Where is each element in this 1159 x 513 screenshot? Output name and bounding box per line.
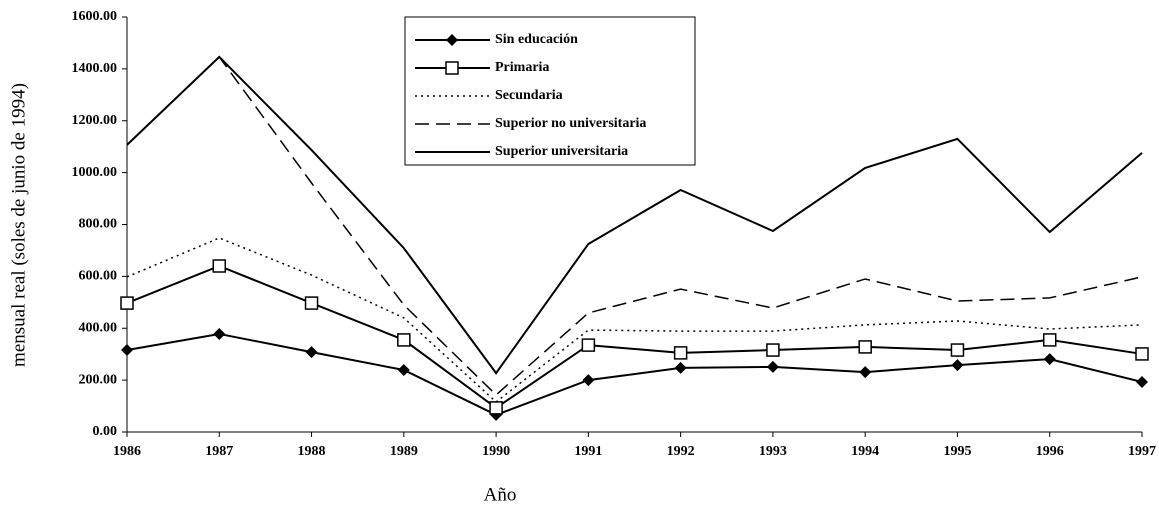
y-tick-label: 1600.00 (72, 9, 118, 24)
legend-marker (446, 34, 458, 46)
series-line (126, 264, 1143, 410)
y-tick-label: 1400.00 (72, 61, 118, 76)
y-tick-label: 600.00 (79, 269, 118, 284)
series-line (126, 55, 1143, 375)
marker (1135, 347, 1149, 361)
series-line (126, 237, 1143, 403)
marker (674, 361, 687, 374)
marker (1043, 353, 1056, 366)
legend-marker (445, 61, 459, 75)
x-tick-label: 1989 (390, 444, 418, 459)
x-tick-label: 1990 (482, 444, 510, 459)
legend-label: Sin educación (495, 32, 578, 47)
x-tick-label: 1996 (1036, 444, 1064, 459)
marker (858, 340, 872, 354)
x-axis-label: Año (484, 484, 517, 505)
marker (581, 338, 596, 352)
x-tick-label: 1992 (667, 444, 695, 459)
legend-label: Superior no universitaria (495, 116, 646, 131)
marker (1042, 333, 1057, 347)
x-tick-label: 1987 (205, 444, 233, 459)
marker (304, 296, 319, 310)
marker (397, 364, 410, 377)
x-tick-label: 1988 (298, 444, 326, 459)
y-tick-label: 400.00 (79, 320, 118, 335)
marker (766, 343, 780, 357)
x-tick-label: 1991 (574, 444, 602, 459)
marker (950, 343, 965, 357)
y-tick-label: 800.00 (79, 217, 118, 232)
y-tick-label: 200.00 (79, 372, 118, 387)
x-tick-label: 1986 (113, 444, 141, 459)
marker (673, 346, 688, 360)
x-tick-label: 1993 (759, 444, 787, 459)
y-tick-label: 0.00 (93, 424, 118, 439)
marker (859, 366, 872, 379)
legend-label: Superior universitaria (495, 144, 628, 159)
y-tick-label: 1200.00 (72, 113, 118, 128)
marker (397, 333, 411, 347)
marker (489, 401, 503, 415)
marker (212, 259, 227, 273)
marker (120, 296, 134, 310)
y-axis-label: mensual real (soles de junio de 1994) (8, 83, 29, 367)
series-line (126, 55, 1143, 396)
marker (1136, 375, 1148, 388)
marker (582, 374, 595, 387)
legend-label: Primaria (495, 60, 549, 75)
marker (305, 346, 318, 359)
series-line (126, 332, 1143, 416)
marker (766, 360, 779, 373)
marker (121, 344, 133, 357)
x-tick-label: 1994 (851, 444, 879, 459)
marker (213, 327, 226, 340)
x-tick-label: 1995 (943, 444, 971, 459)
y-tick-label: 1000.00 (72, 165, 118, 180)
marker (951, 359, 964, 372)
legend-label: Secundaria (495, 88, 563, 103)
x-tick-label: 1997 (1128, 444, 1156, 459)
